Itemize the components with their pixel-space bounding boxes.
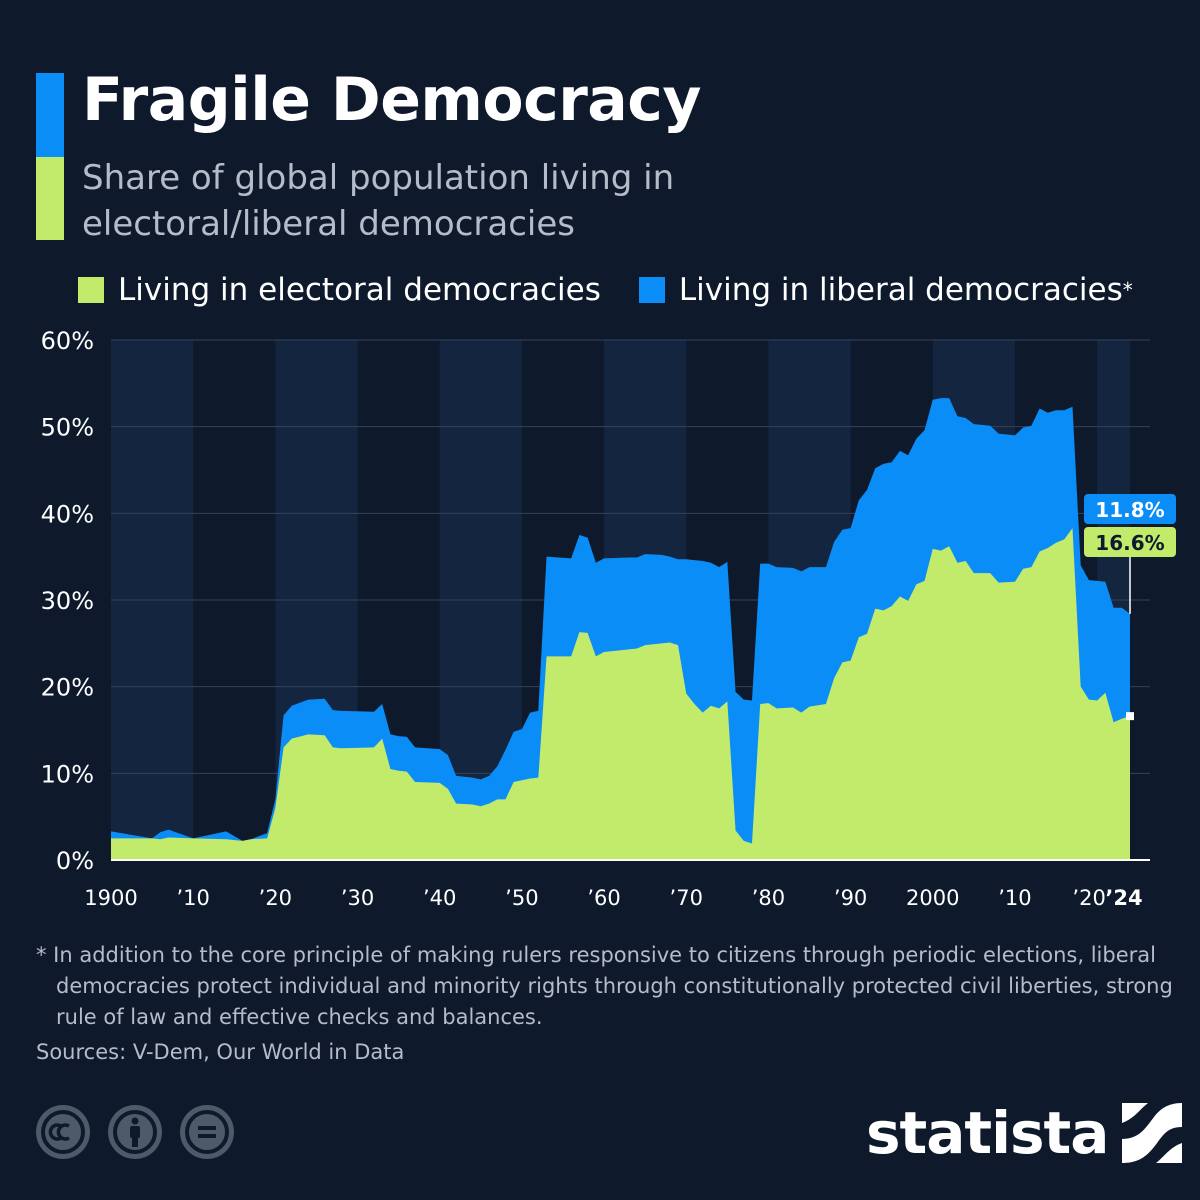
y-axis-labels: 0% 10% 20% 30% 40% 50% 60%: [41, 327, 94, 875]
title-accent-blue: [36, 73, 64, 157]
y-tick-label: 50%: [41, 414, 94, 442]
legend-label-liberal: Living in liberal democracies: [678, 272, 1123, 308]
chart-title: Fragile Democracy: [82, 65, 701, 135]
y-tick-label: 0%: [56, 847, 94, 875]
legend-swatch-electoral: [78, 277, 104, 303]
x-tick-label: ’10: [176, 886, 209, 910]
latest-value-callouts: 11.8% 16.6%: [1084, 494, 1176, 721]
x-tick-label: 1900: [84, 886, 137, 910]
cc-icon[interactable]: [36, 1105, 90, 1159]
legend: Living in electoral democracies Living i…: [78, 266, 1171, 314]
x-tick-label: ’24: [1105, 886, 1142, 910]
x-axis-labels: 1900 ’10 ’20 ’30 ’40 ’50 ’60 ’70 ’80 ’90 2000 ’10 ’2…: [84, 886, 1142, 910]
x-tick-label: ’20: [1072, 886, 1105, 910]
y-tick-label: 60%: [41, 327, 94, 355]
x-tick-label: ’70: [670, 886, 703, 910]
statista-logo-icon: [1122, 1103, 1183, 1163]
y-tick-label: 30%: [41, 587, 94, 615]
y-tick-label: 40%: [41, 500, 94, 528]
sources: Sources: V-Dem, Our World in Data: [36, 1040, 405, 1064]
x-tick-label: 2000: [906, 886, 959, 910]
x-tick-label: ’90: [834, 886, 867, 910]
callout-liberal-value: 11.8%: [1095, 498, 1164, 522]
legend-swatch-liberal: [638, 277, 665, 303]
chart-subtitle: Share of global population living in ele…: [82, 158, 675, 244]
footnote: * In addition to the core principle of m…: [36, 943, 1173, 1029]
statista-brand: statista: [866, 1099, 1183, 1167]
y-tick-label: 20%: [41, 674, 94, 702]
no-derivatives-icon[interactable]: [180, 1105, 234, 1159]
title-accent-green: [36, 157, 64, 240]
area-chart: 0% 10% 20% 30% 40% 50% 60% 1900 ’10 ’20 ’30 ’40 ’50…: [41, 327, 1176, 910]
y-tick-label: 10%: [41, 760, 94, 788]
x-tick-label: ’80: [752, 886, 785, 910]
attribution-icon[interactable]: [108, 1105, 162, 1159]
x-tick-label: ’10: [998, 886, 1031, 910]
x-tick-label: ’40: [423, 886, 456, 910]
legend-item-liberal: Living in liberal democracies *: [638, 272, 1133, 308]
legend-item-electoral: Living in electoral democracies: [78, 272, 601, 308]
x-tick-label: ’20: [259, 886, 292, 910]
area-electoral-democracies: [111, 528, 1130, 860]
callout-electoral-bg: [1084, 527, 1176, 557]
x-tick-label: ’60: [587, 886, 620, 910]
chart-areas: [111, 398, 1130, 860]
x-tick-label: ’50: [505, 886, 538, 910]
brand-wordmark: statista: [866, 1099, 1109, 1167]
callout-liberal-bg: [1084, 494, 1176, 524]
callout-electoral-value: 16.6%: [1095, 531, 1164, 555]
callout-marker: [1126, 712, 1134, 721]
license-icons: [36, 1105, 252, 1159]
x-tick-label: ’30: [341, 886, 374, 910]
legend-label-electoral: Living in electoral democracies: [118, 272, 601, 308]
